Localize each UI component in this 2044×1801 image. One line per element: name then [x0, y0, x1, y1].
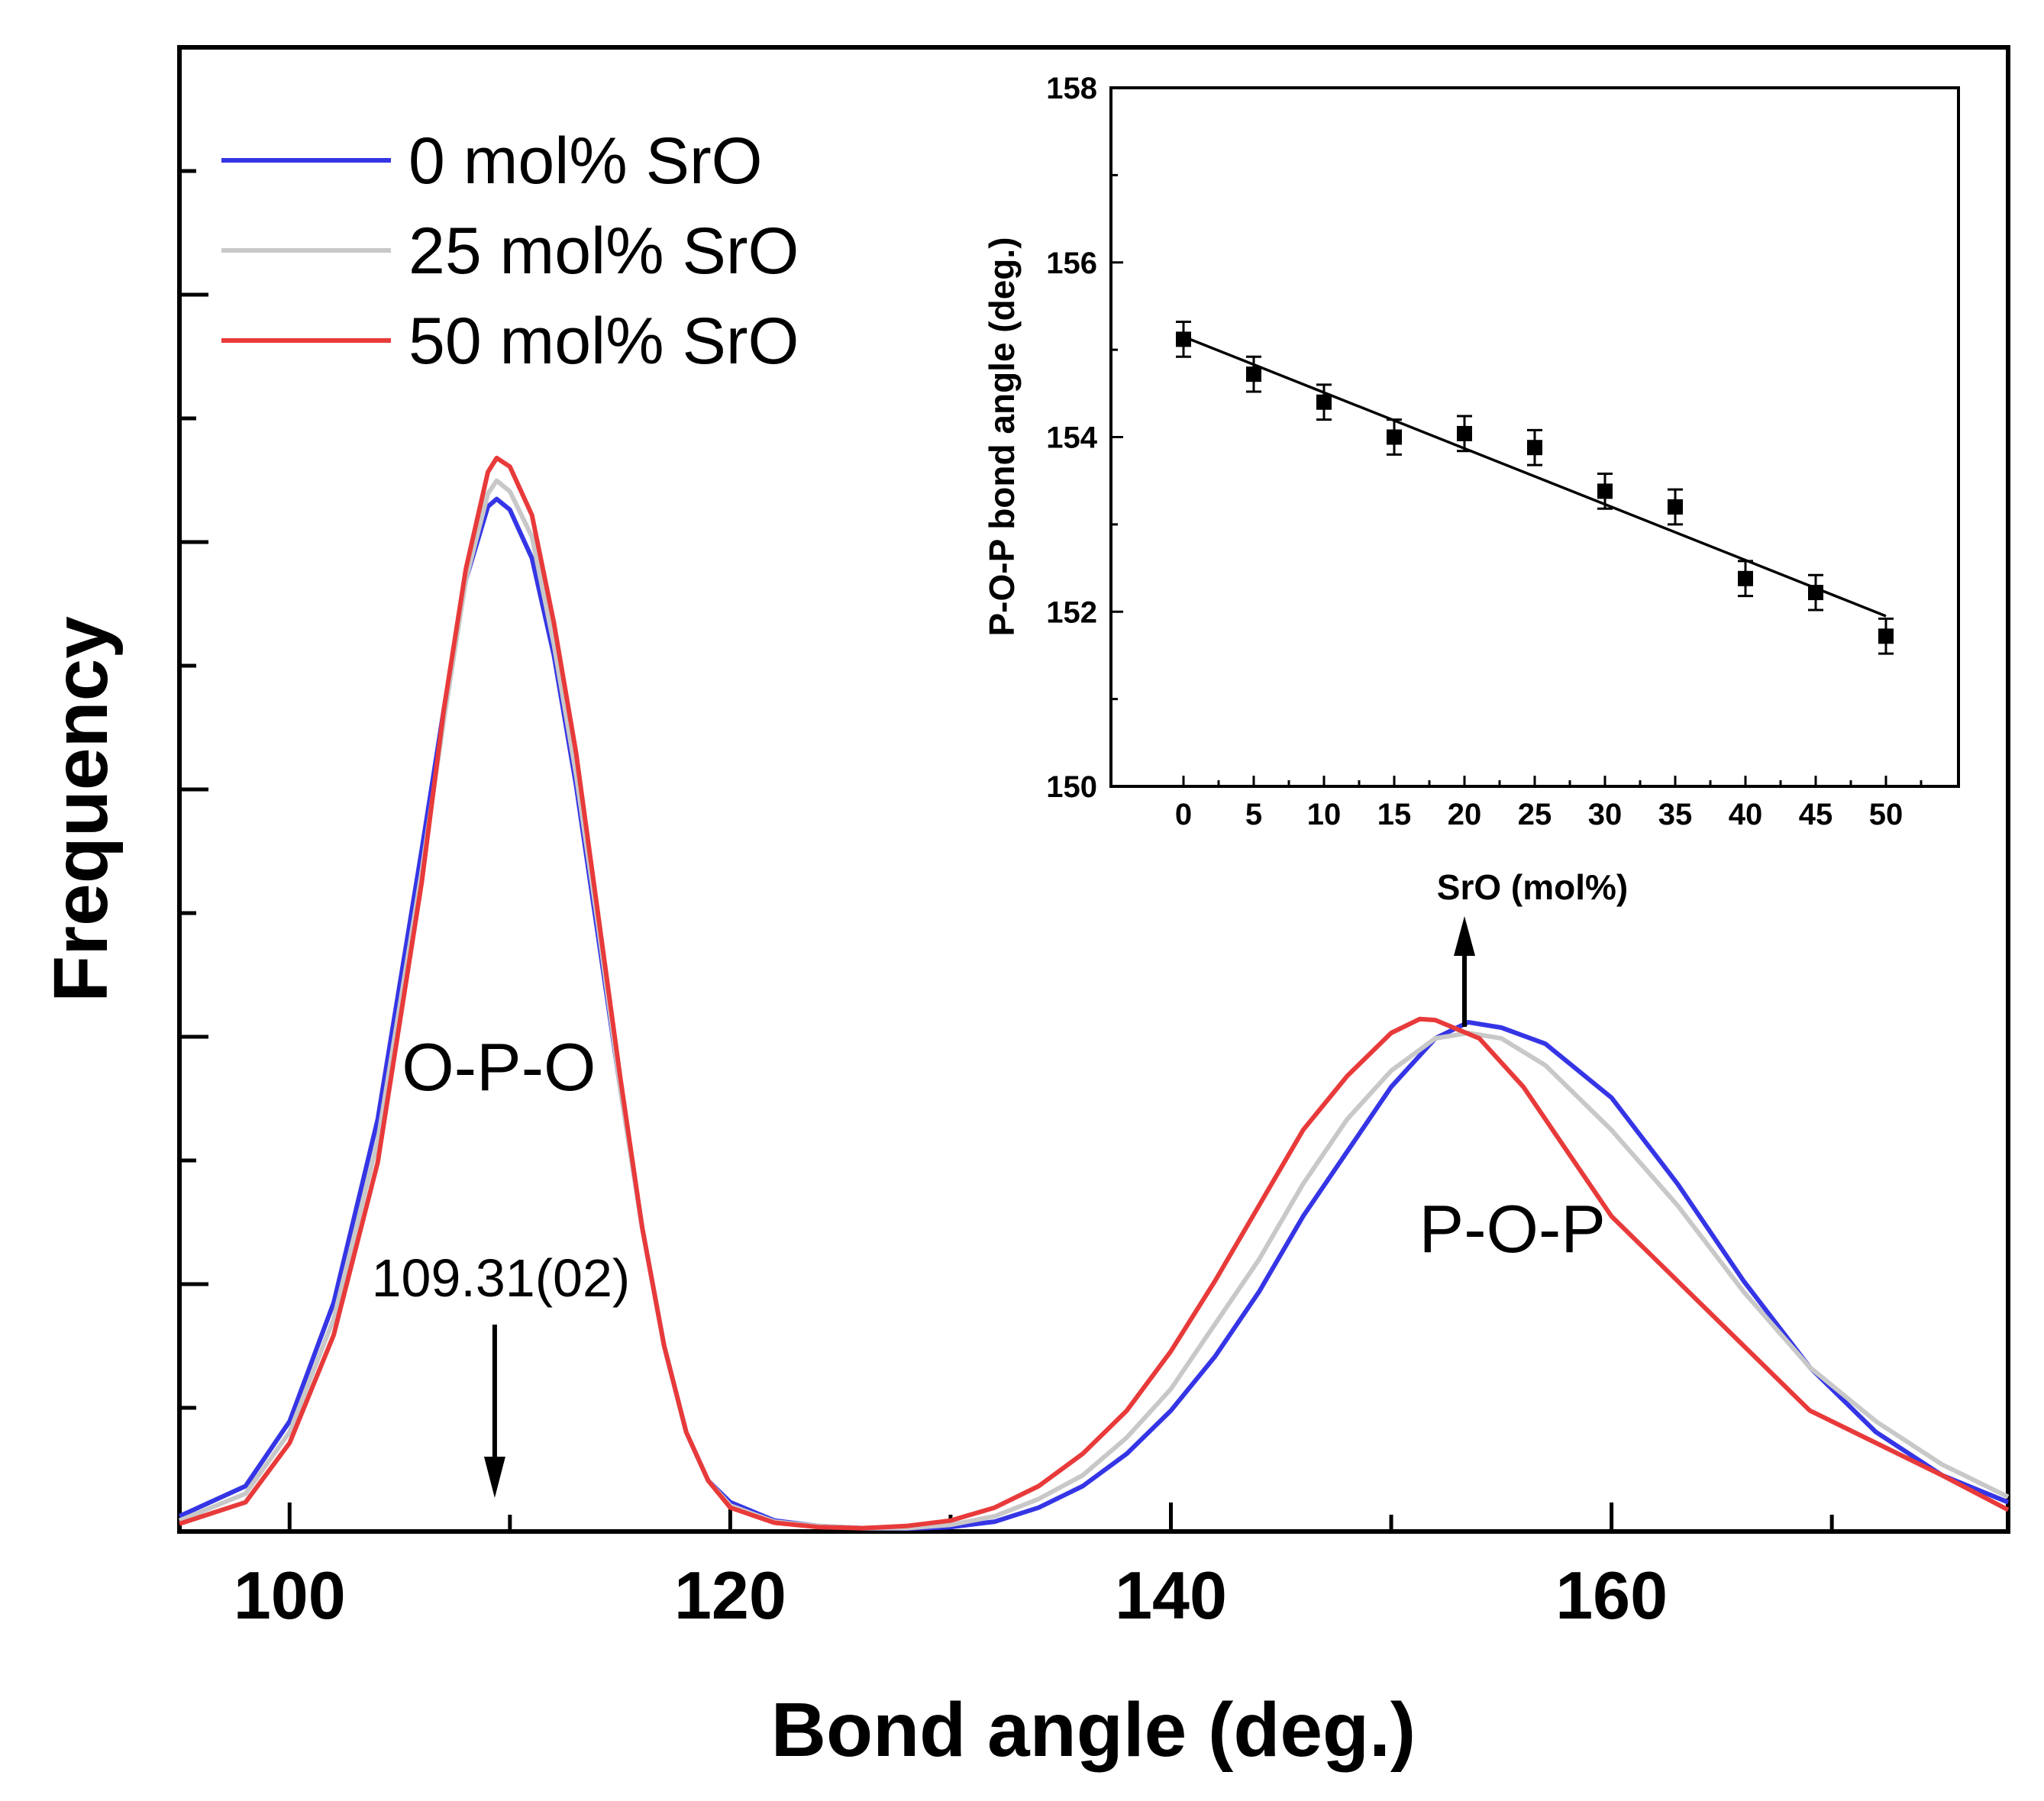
arrow-up-head [1454, 916, 1475, 956]
main-arrows [483, 916, 1475, 1498]
main-y-ticks [179, 169, 208, 1410]
inset-tick-labels: 150 152 154 156 158 0 5 10 15 20 25 30 35 40 45 50 [1046, 72, 1903, 831]
legend-label-1: 25 mol% SrO [408, 215, 799, 288]
main-x-axis-title: Bond angle (deg.) [771, 1687, 1416, 1773]
annotation-opo: O-P-O [402, 1029, 596, 1105]
series-line-2 [179, 455, 2010, 1531]
main-series [178, 455, 2010, 1531]
inset-fit-line [1183, 335, 1887, 618]
annotation-peak-value: 109.31(02) [372, 1248, 631, 1308]
inset-y-tick-label: 156 [1046, 247, 1097, 280]
inset-fit-line-segment [1183, 335, 1887, 618]
main-y-axis-title: Frequency [38, 616, 124, 1002]
legend: 0 mol% SrO 25 mol% SrO 50 mol% SrO [221, 124, 799, 378]
arrow-down-head [483, 1457, 505, 1498]
inset-x-tick-label: 40 [1729, 798, 1763, 831]
inset-y-tick-label: 154 [1046, 421, 1097, 455]
inset-y-axis-title: P-O-P bond angle (deg.) [982, 237, 1022, 636]
inset-x-tick-label: 15 [1377, 798, 1412, 831]
inset-data-point [1316, 394, 1332, 410]
inset-data-point [1387, 429, 1402, 445]
inset-x-tick-label: 50 [1869, 798, 1904, 831]
inset-x-tick-label: 45 [1799, 798, 1833, 831]
inset-data-point [1246, 366, 1261, 382]
main-x-ticks [287, 1502, 1834, 1531]
legend-label-2: 50 mol% SrO [408, 305, 799, 378]
inset-x-axis-title: SrO (mol%) [1437, 867, 1628, 907]
inset-x-tick-label: 35 [1658, 798, 1693, 831]
main-x-tick-label: 100 [234, 1557, 346, 1633]
inset-data-point [1457, 425, 1472, 441]
legend-label-0: 0 mol% SrO [408, 124, 763, 198]
main-annotations: O-P-O P-O-P 109.31(02) [372, 1029, 1606, 1308]
inset-data-point [1527, 440, 1542, 456]
inset-data-point [1808, 585, 1823, 601]
inset-data-point [1597, 483, 1613, 499]
inset-x-tick-label: 5 [1245, 798, 1262, 831]
inset-y-tick-label: 152 [1046, 595, 1097, 629]
inset-chart: 150 152 154 156 158 0 5 10 15 20 25 30 35 40 45 50 SrO … [982, 72, 1960, 907]
inset-y-tick-label: 150 [1046, 770, 1097, 804]
main-x-tick-label: 120 [674, 1557, 786, 1633]
inset-data-point [1668, 499, 1683, 515]
inset-data-point [1176, 331, 1191, 347]
inset-x-tick-label: 0 [1175, 798, 1192, 831]
inset-data-points [1176, 321, 1894, 655]
inset-x-tick-label: 30 [1588, 798, 1623, 831]
inset-data-point [1878, 628, 1894, 644]
inset-data-point [1738, 570, 1753, 586]
main-x-tick-labels: 100 120 140 160 [234, 1557, 1668, 1633]
inset-y-tick-label: 158 [1046, 72, 1097, 105]
main-x-tick-label: 160 [1555, 1557, 1668, 1633]
inset-x-tick-label: 25 [1518, 798, 1552, 831]
inset-ticks [1111, 86, 1923, 788]
inset-x-tick-label: 10 [1307, 798, 1342, 831]
main-x-tick-label: 140 [1115, 1557, 1227, 1633]
annotation-pop: P-O-P [1419, 1191, 1606, 1267]
inset-x-tick-label: 20 [1448, 798, 1482, 831]
